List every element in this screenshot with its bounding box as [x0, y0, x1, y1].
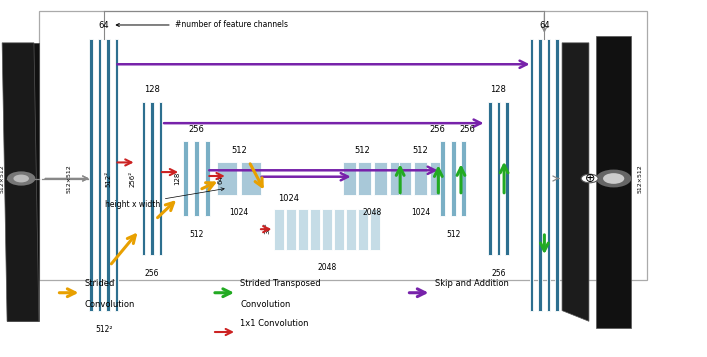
Bar [205, 141, 209, 216]
Bar [505, 102, 509, 255]
Text: 256: 256 [145, 269, 159, 278]
Text: 256: 256 [429, 125, 445, 134]
Bar [89, 39, 93, 311]
Bar [343, 162, 356, 195]
Text: Convolution: Convolution [240, 300, 291, 309]
Text: 2048: 2048 [363, 208, 382, 217]
Text: 1x1 Convolution: 1x1 Convolution [240, 319, 309, 328]
Text: 2048: 2048 [317, 263, 337, 272]
Bar [151, 102, 154, 255]
Text: 1024: 1024 [278, 195, 299, 203]
Polygon shape [7, 43, 39, 321]
Text: 512: 512 [189, 230, 204, 238]
Circle shape [603, 173, 624, 184]
Bar [374, 162, 387, 195]
Bar [241, 162, 261, 195]
Text: 64²: 64² [218, 173, 223, 184]
Polygon shape [562, 43, 589, 321]
Bar [184, 141, 188, 216]
Polygon shape [596, 36, 631, 328]
Bar [488, 102, 492, 255]
Text: 512: 512 [413, 146, 428, 155]
Bar [530, 39, 534, 311]
Text: 256: 256 [491, 269, 506, 278]
Text: Convolution: Convolution [85, 300, 135, 309]
Text: height x width: height x width [105, 188, 224, 209]
Bar [115, 39, 119, 311]
Text: Skip and Addition: Skip and Addition [435, 280, 508, 288]
Bar [451, 141, 456, 216]
Bar [462, 141, 467, 216]
Text: $\oplus$: $\oplus$ [584, 172, 595, 185]
Bar [286, 209, 296, 250]
Text: 512²: 512² [105, 170, 111, 187]
Bar [539, 39, 542, 311]
Text: 128: 128 [174, 172, 180, 185]
Bar [298, 209, 308, 250]
Bar [274, 209, 284, 250]
Bar [556, 39, 559, 311]
Bar [310, 209, 320, 250]
Circle shape [13, 175, 29, 182]
Bar [346, 209, 356, 250]
Bar [358, 162, 371, 195]
Bar [158, 102, 162, 255]
Text: 256²: 256² [130, 170, 136, 187]
Bar [98, 39, 102, 311]
Text: 512: 512 [231, 146, 247, 155]
Bar [334, 209, 344, 250]
Text: 512×512: 512×512 [66, 164, 72, 193]
Circle shape [7, 171, 35, 186]
Text: Strided Transposed: Strided Transposed [240, 280, 321, 288]
Text: 64: 64 [98, 21, 110, 30]
Bar [194, 141, 199, 216]
Text: 512²: 512² [95, 325, 112, 334]
Bar [547, 39, 550, 311]
Bar [358, 209, 368, 250]
Bar [322, 209, 332, 250]
Text: 512: 512 [354, 146, 370, 155]
Text: 512×512: 512×512 [0, 164, 5, 193]
Text: 512×512: 512×512 [638, 164, 643, 193]
Text: #number of feature channels: #number of feature channels [116, 20, 288, 30]
Text: Strided: Strided [85, 280, 115, 288]
Text: 1024: 1024 [411, 208, 431, 217]
Text: 1024: 1024 [229, 208, 249, 217]
Text: 32²: 32² [264, 222, 270, 233]
Text: 64: 64 [539, 21, 550, 30]
Bar [399, 162, 411, 195]
Bar [217, 162, 237, 195]
Bar [496, 102, 501, 255]
Bar [430, 162, 443, 195]
Circle shape [581, 174, 598, 183]
Circle shape [596, 170, 631, 187]
Bar [414, 162, 427, 195]
Bar [370, 209, 380, 250]
Bar [390, 162, 402, 195]
Text: 512: 512 [446, 230, 460, 238]
Bar [141, 102, 146, 255]
Bar [106, 39, 110, 311]
Bar [39, 11, 647, 280]
Bar [440, 141, 445, 216]
Text: 128: 128 [144, 85, 160, 94]
Text: 128: 128 [491, 85, 506, 94]
Text: 256: 256 [189, 125, 204, 134]
Polygon shape [2, 43, 39, 321]
Text: 256: 256 [460, 125, 475, 134]
